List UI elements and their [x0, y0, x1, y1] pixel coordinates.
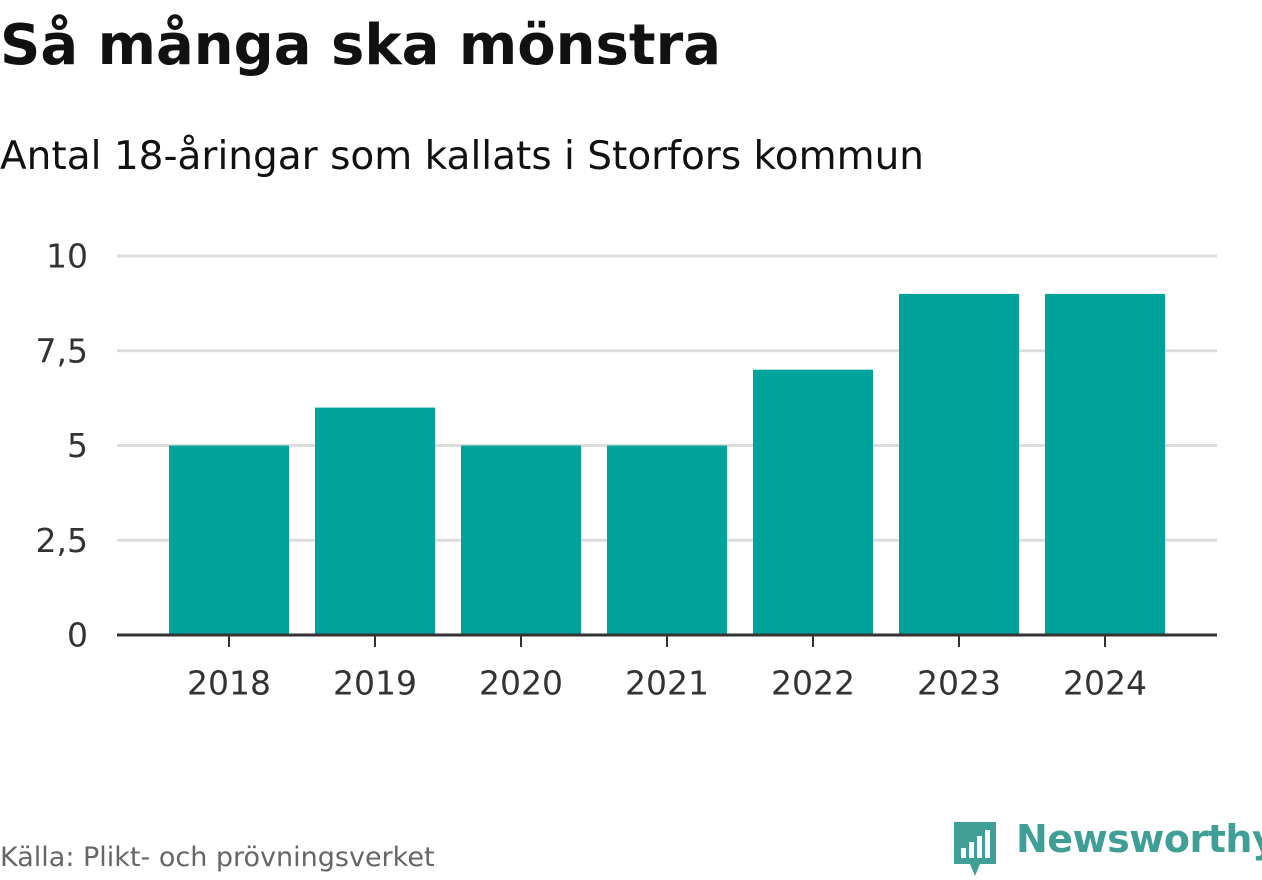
y-tick-label: 0	[67, 616, 88, 655]
x-tick-label: 2020	[479, 664, 563, 703]
bar-2021	[607, 445, 727, 635]
bar-2023	[899, 293, 1019, 635]
bar-2018	[169, 445, 289, 635]
x-tick-label: 2019	[333, 664, 417, 703]
bar-2020	[461, 445, 581, 635]
y-tick-label: 10	[46, 237, 88, 276]
bar-chart: 0 2,5 5 7,5 10 2018 2019 2020 2021 2022 2023 2024	[36, 237, 1217, 703]
x-tick-label: 2018	[187, 664, 271, 703]
x-tick-label: 2024	[1063, 664, 1147, 703]
bar-2022	[753, 369, 873, 635]
brand-logo: Newsworthy	[950, 817, 1262, 880]
chart-title: Så många ska mönstra	[0, 13, 722, 78]
x-tick-label: 2023	[917, 664, 1001, 703]
x-tick-label: 2021	[625, 664, 709, 703]
source-note: Källa: Plikt- och prövningsverket	[0, 842, 435, 873]
y-tick-label: 7,5	[36, 331, 88, 370]
y-tick-label: 2,5	[36, 521, 88, 560]
newsworthy-logo-icon	[954, 822, 996, 876]
x-tick-label: 2022	[771, 664, 855, 703]
y-tick-label: 5	[67, 426, 88, 465]
chart-subtitle: Antal 18-åringar som kallats i Storfors …	[0, 134, 925, 179]
brand-name: Newsworthy	[1016, 817, 1262, 861]
bar-2019	[315, 407, 435, 635]
bar-2024	[1045, 293, 1165, 635]
